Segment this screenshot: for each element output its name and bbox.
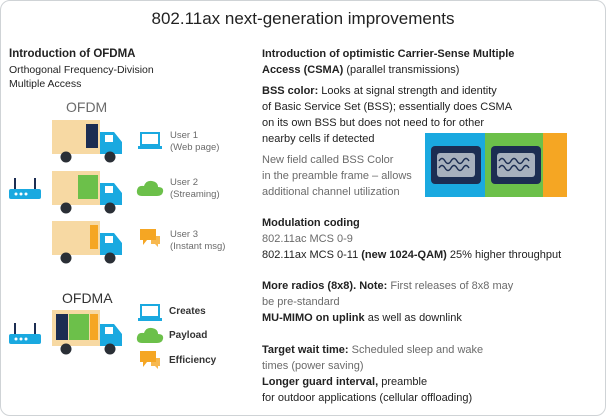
- cargo-block-orange: [90, 225, 98, 249]
- ofdma-item-efficiency: Efficiency: [169, 355, 217, 366]
- radios-text: First releases of 8x8 may: [387, 280, 514, 292]
- field-line3: additional channel utilization: [262, 186, 400, 198]
- router-icon: [9, 323, 41, 344]
- chat-icon: [140, 351, 160, 369]
- cloud-icon: [136, 327, 164, 343]
- twt-line2: times (power saving): [262, 360, 364, 372]
- twt-bold: Target wait time:: [262, 344, 349, 356]
- guard-line2: for outdoor applications (cellular offlo…: [262, 392, 473, 404]
- mumimo-bold: MU-MIMO on uplink: [262, 312, 365, 324]
- user2-detail: (Streaming): [170, 189, 220, 200]
- csma-heading-line2: Access (CSMA) (parallel transmissions): [262, 62, 459, 78]
- mod-line2-suffix: 25% higher throughput: [446, 249, 562, 261]
- wheel-icon: [104, 343, 116, 355]
- mumimo-text: as well as downlink: [364, 312, 462, 324]
- radios-line2: be pre-standard: [262, 296, 340, 308]
- cloud-icon: [136, 180, 164, 196]
- cargo-block-orange: [90, 314, 98, 340]
- wheel-icon: [60, 202, 72, 214]
- mumimo-line: MU-MIMO on uplink as well as downlink: [262, 310, 462, 326]
- radios-bold: More radios (8x8). Note:: [262, 280, 388, 292]
- truck-user2: [52, 171, 122, 214]
- user1-detail: (Web page): [170, 142, 220, 153]
- truck-user3: [52, 221, 122, 264]
- mod-line1: 802.11ac MCS 0-9: [262, 233, 353, 245]
- mod-line2-prefix: 802.11ax MCS 0-11: [262, 249, 362, 261]
- wheel-icon: [60, 343, 72, 355]
- cargo-block-navy: [56, 314, 68, 340]
- wheel-icon: [104, 151, 116, 163]
- ofdm-label: OFDM: [66, 99, 108, 115]
- field-line2: in the preamble frame – allows: [262, 170, 412, 182]
- frame-block-orange: [543, 133, 567, 197]
- ofdma-label: OFDMA: [62, 290, 113, 306]
- user3-detail: (Instant msg): [170, 241, 226, 252]
- cargo-block-green: [78, 175, 98, 199]
- router-icon: [9, 178, 41, 199]
- mod-line2: 802.11ax MCS 0-11 (new 1024-QAM) 25% hig…: [262, 247, 561, 263]
- ofdma-item-creates: Creates: [169, 306, 206, 317]
- mod-line2-bold: (new 1024-QAM): [361, 249, 447, 261]
- field-line1: New field called BSS Color: [262, 154, 394, 166]
- ofdma-subtitle-line2: Multiple Access: [9, 78, 82, 90]
- user1-name: User 1: [170, 130, 198, 141]
- bss-line1: BSS color: Looks at signal strength and …: [262, 83, 497, 99]
- ofdma-item-payload: Payload: [169, 330, 208, 341]
- user2-name: User 2: [170, 177, 198, 188]
- truck-user1: [52, 120, 122, 163]
- csma-heading-line1: Introduction of optimistic Carrier-Sense…: [262, 48, 515, 60]
- cargo-block-navy: [86, 124, 98, 148]
- bss-color-frame-illustration: [425, 133, 567, 197]
- csma-heading-suffix: (parallel transmissions): [343, 64, 460, 76]
- cargo-block-green: [69, 314, 89, 340]
- guard-text: preamble: [378, 376, 428, 388]
- guard-line1: Longer guard interval, preamble: [262, 374, 427, 390]
- chat-icon: [140, 229, 160, 247]
- twt-text: Scheduled sleep and wake: [348, 344, 484, 356]
- laptop-icon: [138, 304, 162, 321]
- guard-bold: Longer guard interval,: [262, 376, 379, 388]
- wheel-icon: [60, 151, 72, 163]
- truck-ofdma: [52, 310, 122, 355]
- bss-label: BSS color:: [262, 85, 319, 97]
- radios-line1: More radios (8x8). Note: First releases …: [262, 278, 513, 294]
- wheel-icon: [60, 252, 72, 264]
- ofdma-subtitle-line1: Orthogonal Frequency-Division: [9, 64, 154, 76]
- csma-heading-bold: Access (CSMA): [262, 64, 344, 76]
- bss-line2: of Basic Service Set (BSS); essentially …: [262, 101, 513, 113]
- ofdma-heading: Introduction of OFDMA: [9, 48, 136, 60]
- wheel-icon: [104, 202, 116, 214]
- mod-heading: Modulation coding: [262, 217, 360, 229]
- twt-line1: Target wait time: Scheduled sleep and wa…: [262, 342, 483, 358]
- bss-line4: nearby cells if detected: [262, 133, 375, 145]
- wheel-icon: [104, 252, 116, 264]
- page-title: 802.11ax next-generation improvements: [151, 9, 455, 28]
- bss-text1: Looks at signal strength and identity: [318, 85, 497, 97]
- laptop-icon: [138, 132, 162, 149]
- bss-line3: on its own BSS but does not need to for …: [262, 117, 484, 129]
- user3-name: User 3: [170, 229, 198, 240]
